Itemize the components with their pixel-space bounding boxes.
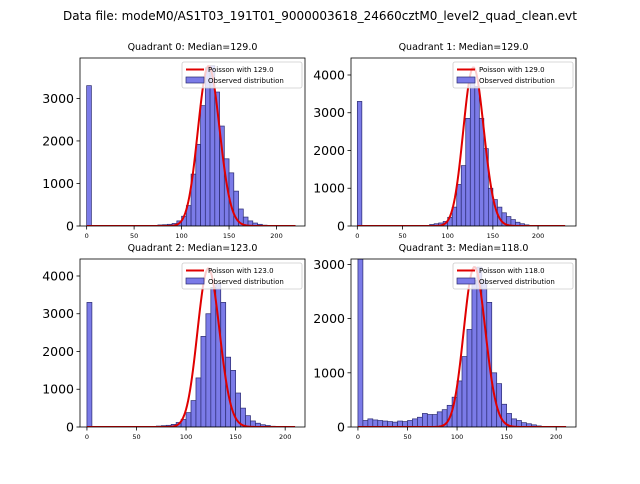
legend-bar-swatch (457, 278, 475, 284)
x-tick-label: 50 (132, 433, 140, 441)
y-tick-label: 0 (66, 219, 74, 234)
x-tick-label: 100 (175, 232, 187, 240)
histogram-bar (479, 118, 484, 226)
legend-bar-swatch (457, 77, 475, 83)
legend-observed-label: Observed distribution (479, 278, 555, 286)
y-tick-label: 3000 (313, 257, 345, 272)
histogram-bar (211, 287, 216, 427)
histogram-bar (201, 106, 206, 226)
x-tick-label: 200 (279, 433, 291, 441)
histogram-bar (196, 144, 201, 226)
legend-observed-label: Observed distribution (208, 77, 284, 85)
y-tick-label: 3000 (42, 91, 74, 106)
x-tick-label: 150 (223, 232, 235, 240)
x-tick-label: 100 (451, 433, 463, 441)
histogram-bar (373, 420, 378, 427)
histogram-bar (462, 357, 467, 427)
figure-suptitle: Data file: modeM0/AS1T03_191T01_90000036… (63, 9, 577, 23)
histogram-bar (472, 281, 477, 427)
x-tick-label: 150 (500, 433, 512, 441)
quadrant-2-legend: Poisson with 123.0 Observed distribution (182, 263, 302, 289)
x-tick-label: 0 (85, 232, 89, 240)
y-tick-label: 2000 (313, 143, 345, 158)
quadrant-0-bars (87, 66, 272, 226)
x-tick-label: 0 (356, 433, 360, 441)
histogram-bar (461, 166, 466, 226)
y-tick-label: 1000 (313, 181, 345, 196)
histogram-bar (191, 401, 196, 427)
y-tick-label: 0 (337, 420, 345, 435)
x-tick-label: 150 (229, 433, 241, 441)
legend-poisson-label: Poisson with 118.0 (479, 267, 545, 275)
histogram-bar (87, 86, 92, 226)
histogram-bar (427, 415, 432, 427)
x-tick-label: 50 (130, 232, 138, 240)
histogram-bar (432, 415, 437, 427)
histogram-bar (196, 378, 201, 427)
x-tick-label: 150 (487, 232, 499, 240)
y-tick-label: 0 (66, 420, 74, 435)
histogram-bar (475, 86, 480, 226)
histogram-bar (206, 314, 211, 427)
histogram-bar (417, 417, 422, 427)
histogram-bar (422, 413, 427, 427)
quadrant-1-legend: Poisson with 129.0 Observed distribution (453, 62, 573, 88)
y-tick-label: 1000 (42, 176, 74, 191)
legend-observed-label: Observed distribution (208, 278, 284, 286)
histogram-bar (357, 101, 362, 226)
quadrant-0-title: Quadrant 0: Median=129.0 (128, 42, 258, 53)
quadrant-2-bars (87, 284, 280, 427)
x-tick-label: 200 (270, 232, 282, 240)
legend-poisson-label: Poisson with 129.0 (208, 66, 274, 74)
x-tick-label: 50 (398, 232, 406, 240)
y-tick-label: 2000 (313, 311, 345, 326)
x-tick-label: 200 (550, 433, 562, 441)
histogram-bar (457, 184, 462, 226)
histogram-bar (412, 419, 417, 427)
legend-observed-label: Observed distribution (479, 77, 555, 85)
y-tick-label: 4000 (313, 67, 345, 82)
y-tick-label: 2000 (42, 344, 74, 359)
legend-poisson-label: Poisson with 123.0 (208, 267, 274, 275)
histogram-bar (368, 419, 373, 427)
y-tick-label: 0 (337, 219, 345, 234)
legend-bar-swatch (186, 278, 204, 284)
legend-bar-swatch (186, 77, 204, 83)
y-tick-label: 1000 (42, 382, 74, 397)
y-tick-label: 3000 (42, 306, 74, 321)
x-tick-label: 50 (403, 433, 411, 441)
quadrant-3-legend: Poisson with 118.0 Observed distribution (453, 263, 573, 289)
y-tick-label: 3000 (313, 105, 345, 120)
quadrant-3-title: Quadrant 3: Median=118.0 (399, 243, 529, 254)
legend-poisson-label: Poisson with 129.0 (479, 66, 545, 74)
quadrant-1-title: Quadrant 1: Median=129.0 (399, 42, 529, 53)
histogram-bar (201, 336, 206, 427)
histogram-bar (186, 413, 191, 427)
histogram-bar (470, 81, 475, 226)
x-tick-label: 100 (441, 232, 453, 240)
x-tick-label: 200 (532, 232, 544, 240)
histogram-bar (466, 118, 471, 226)
y-tick-label: 1000 (313, 365, 345, 380)
x-tick-label: 100 (180, 433, 192, 441)
quadrant-1-bars (357, 81, 533, 226)
quadrant-2-title: Quadrant 2: Median=123.0 (128, 243, 258, 254)
histogram-bar (87, 302, 92, 427)
histogram-bar (437, 412, 442, 427)
histogram-bar (205, 68, 210, 226)
y-tick-label: 2000 (42, 133, 74, 148)
x-tick-label: 0 (355, 232, 359, 240)
x-tick-label: 0 (85, 433, 89, 441)
y-tick-label: 4000 (42, 268, 74, 283)
histogram-bar (467, 329, 472, 427)
quadrant-0-legend: Poisson with 129.0 Observed distribution (182, 62, 302, 88)
histogram-bar (358, 259, 363, 427)
